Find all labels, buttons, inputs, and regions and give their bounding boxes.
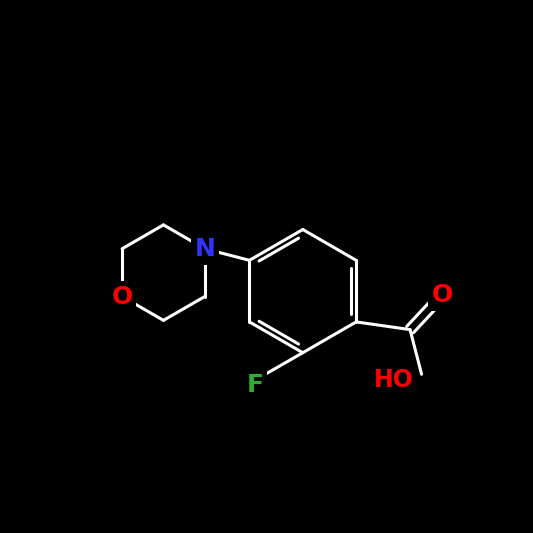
Text: O: O xyxy=(432,283,453,307)
Text: O: O xyxy=(111,285,133,309)
Text: N: N xyxy=(195,237,215,261)
Text: F: F xyxy=(247,373,263,397)
Text: HO: HO xyxy=(374,368,414,392)
